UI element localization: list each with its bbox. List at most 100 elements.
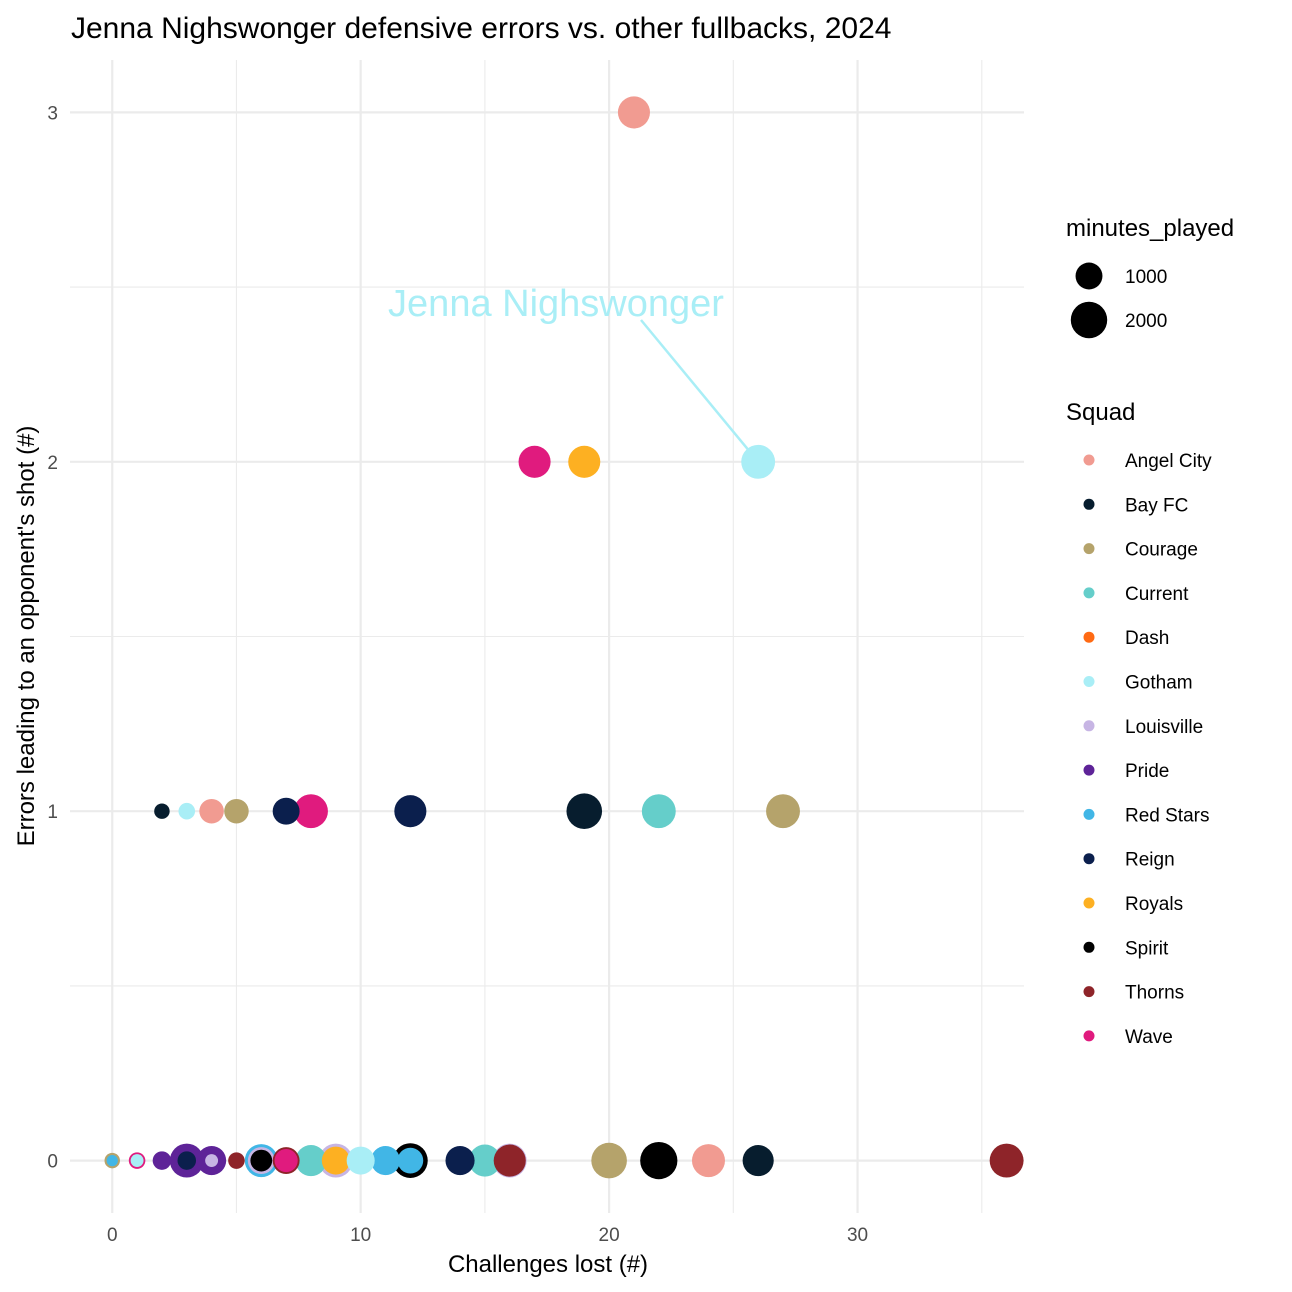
data-point xyxy=(154,803,170,819)
chart-title: Jenna Nighswonger defensive errors vs. o… xyxy=(71,12,891,45)
data-point xyxy=(691,1144,725,1178)
squad-legend-swatch xyxy=(1083,720,1095,732)
size-legend-label: 1000 xyxy=(1125,267,1167,288)
squad-legend-item: Gotham xyxy=(1083,673,1193,694)
squad-legend-swatch xyxy=(1083,587,1095,599)
x-tick-label: 0 xyxy=(107,1225,118,1246)
x-tick-label: 30 xyxy=(847,1225,868,1246)
squad-legend-item: Louisville xyxy=(1083,717,1203,738)
squad-legend-item: Royals xyxy=(1083,894,1183,915)
squad-legend-swatch xyxy=(1083,543,1095,555)
squad-legend-swatch xyxy=(1083,764,1095,776)
y-axis-label: Errors leading to an opponent's shot (#) xyxy=(13,426,40,847)
squad-legend-swatch xyxy=(1083,498,1095,510)
data-point xyxy=(566,793,603,829)
squad-legend-swatch xyxy=(1083,676,1095,687)
data-point xyxy=(742,1145,774,1177)
squad-legend-swatch xyxy=(1083,986,1095,998)
y-tick-label: 0 xyxy=(47,1152,58,1173)
squad-legend-title: Squad xyxy=(1066,399,1135,426)
squad-legend-item: Red Stars xyxy=(1083,805,1209,826)
data-point xyxy=(394,795,427,828)
x-tick-label: 20 xyxy=(599,1225,620,1246)
data-point xyxy=(370,1146,401,1176)
x-tick-labels: 0 10 20 30 xyxy=(107,1225,868,1246)
squad-legend-item: Thorns xyxy=(1083,983,1184,1004)
squad-legend-label: Bay FC xyxy=(1125,495,1188,516)
squad-legend-item: Pride xyxy=(1083,761,1169,782)
squad-legend-label: Louisville xyxy=(1125,717,1203,738)
squad-legend-label: Pride xyxy=(1125,761,1169,782)
data-point xyxy=(518,445,551,478)
data-point xyxy=(228,1152,245,1169)
squad-legend-swatch xyxy=(1083,853,1095,865)
annotation-line xyxy=(640,319,760,463)
data-point xyxy=(272,797,300,825)
y-tick-label: 3 xyxy=(47,103,58,124)
squad-legend-item: Current xyxy=(1083,584,1189,605)
data-point xyxy=(468,1144,501,1177)
squad-legend-item: Dash xyxy=(1083,628,1169,649)
size-legend-swatch xyxy=(1070,301,1108,339)
annotation-label: Jenna Nighswonger xyxy=(388,283,724,325)
squad-legend-swatch xyxy=(1083,897,1095,909)
squad-legend-item: Reign xyxy=(1083,850,1175,871)
squad-legend: Angel City Bay FC Courage Current Dash Gotham… xyxy=(1083,451,1212,1048)
squad-legend-swatch xyxy=(1083,808,1095,820)
squad-legend-item: Spirit xyxy=(1083,938,1169,959)
data-point xyxy=(397,1147,424,1174)
data-point xyxy=(295,1145,327,1177)
squad-legend-label: Reign xyxy=(1125,850,1175,871)
x-tick-label: 10 xyxy=(350,1225,371,1246)
data-point xyxy=(321,1146,350,1175)
data-point xyxy=(346,1146,375,1175)
squad-legend-label: Angel City xyxy=(1125,451,1212,472)
data-point xyxy=(989,1143,1024,1178)
data-point xyxy=(766,794,800,829)
squad-legend-swatch xyxy=(1083,941,1095,953)
data-point xyxy=(591,1142,627,1179)
data-point xyxy=(617,96,650,129)
data-point xyxy=(294,794,328,829)
squad-legend-label: Thorns xyxy=(1125,983,1184,1004)
data-point xyxy=(568,445,601,478)
squad-legend-swatch xyxy=(1083,454,1095,466)
data-point xyxy=(199,798,224,824)
data-point xyxy=(274,1149,298,1173)
size-legend-item: 1000 xyxy=(1075,262,1167,290)
squad-legend-label: Royals xyxy=(1125,894,1183,915)
size-legend-label: 2000 xyxy=(1125,311,1167,332)
squad-legend-label: Red Stars xyxy=(1125,805,1209,826)
squad-legend-label: Dash xyxy=(1125,628,1169,649)
size-legend-title: minutes_played xyxy=(1066,215,1234,242)
data-point xyxy=(224,798,249,824)
squad-legend-label: Wave xyxy=(1125,1027,1173,1048)
squad-legend-label: Spirit xyxy=(1125,938,1169,959)
data-point xyxy=(250,1149,273,1172)
squad-legend-item: Bay FC xyxy=(1083,495,1188,516)
data-point xyxy=(445,1146,475,1176)
squad-legend-item: Wave xyxy=(1083,1027,1173,1048)
size-legend: 1000 2000 xyxy=(1070,262,1167,339)
data-points xyxy=(104,96,1024,1180)
data-point xyxy=(205,1154,219,1168)
data-point xyxy=(106,1154,118,1167)
data-point xyxy=(641,794,676,829)
data-point xyxy=(152,1151,172,1170)
data-point xyxy=(493,1144,526,1177)
data-point xyxy=(130,1154,144,1168)
squad-legend-swatch xyxy=(1083,631,1095,643)
data-point xyxy=(640,1141,678,1180)
data-point xyxy=(177,1151,197,1170)
y-tick-label: 1 xyxy=(47,802,58,823)
size-legend-swatch xyxy=(1075,262,1103,290)
squad-legend-swatch xyxy=(1083,1030,1095,1042)
size-legend-item: 2000 xyxy=(1070,301,1167,339)
squad-legend-item: Courage xyxy=(1083,540,1198,561)
y-tick-labels: 0 1 2 3 xyxy=(47,103,58,1172)
data-point xyxy=(741,444,776,479)
squad-legend-label: Gotham xyxy=(1125,673,1193,694)
y-tick-label: 2 xyxy=(47,453,58,474)
annotation-leader-line xyxy=(640,319,760,463)
